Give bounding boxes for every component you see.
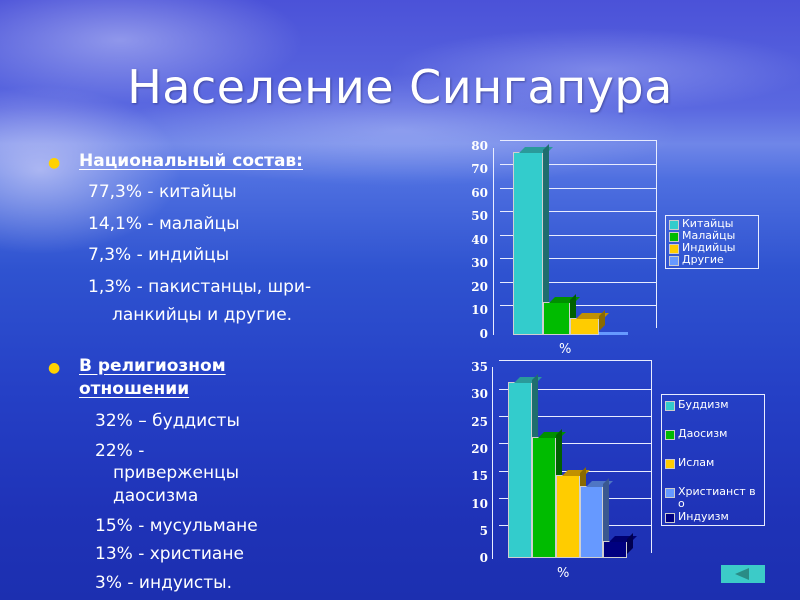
y-tick: 0 bbox=[479, 551, 488, 565]
legend-item: Малайцы bbox=[669, 230, 755, 242]
religion-line: 32% – буддисты bbox=[95, 411, 240, 431]
ethnic-line: 77,3% - китайцы bbox=[88, 182, 237, 202]
religion-line: 22% - bbox=[95, 441, 145, 461]
legend-item: Ислам bbox=[665, 457, 761, 469]
y-tick: 80 bbox=[471, 139, 488, 153]
plot-area bbox=[500, 140, 657, 328]
swatch-icon bbox=[665, 459, 675, 469]
y-tick: 40 bbox=[471, 233, 488, 247]
swatch-icon bbox=[669, 256, 679, 266]
legend-item: Другие bbox=[669, 254, 755, 266]
bar-hinduism bbox=[603, 533, 637, 558]
ethnic-line: 1,3% - пакистанцы, шри- bbox=[88, 277, 312, 297]
y-axis bbox=[493, 148, 494, 335]
y-tick: 50 bbox=[471, 209, 488, 223]
y-tick: 70 bbox=[471, 162, 488, 176]
bar-christianity bbox=[580, 478, 613, 558]
bar-indians bbox=[570, 310, 609, 335]
y-tick: 10 bbox=[471, 497, 488, 511]
swatch-icon bbox=[665, 430, 675, 440]
religion-line: приверженцы bbox=[113, 463, 240, 483]
bullet-icon: ● bbox=[48, 155, 61, 171]
bar-malays bbox=[543, 294, 580, 335]
y-tick: 60 bbox=[471, 186, 488, 200]
religion-heading: В религиозном bbox=[79, 356, 226, 376]
triangle-left-icon bbox=[735, 568, 749, 580]
bar-islam bbox=[556, 467, 590, 558]
ethnic-line: 14,1% - малайцы bbox=[88, 214, 240, 234]
religion-line: даосизма bbox=[113, 486, 199, 506]
y-tick: 35 bbox=[471, 360, 488, 374]
x-axis-label: % bbox=[557, 566, 570, 581]
y-tick: 15 bbox=[471, 469, 488, 483]
y-tick: 20 bbox=[471, 442, 488, 456]
legend-item: Буддизм bbox=[665, 399, 761, 411]
ethnic-heading: Национальный состав: bbox=[79, 151, 303, 171]
y-tick: 30 bbox=[471, 256, 488, 270]
x-axis-label: % bbox=[559, 342, 572, 357]
legend-item: Христианст во bbox=[665, 486, 761, 510]
ethnic-line: 7,3% - индийцы bbox=[88, 245, 230, 265]
legend: Китайцы Малайцы Индийцы Другие bbox=[665, 215, 759, 269]
bar-chinese bbox=[513, 144, 553, 335]
y-tick: 25 bbox=[471, 415, 488, 429]
legend: Буддизм Даосизм Ислам Христианст во Инду… bbox=[661, 394, 765, 526]
religion-line: 3% - индуисты. bbox=[95, 573, 233, 593]
swatch-icon bbox=[665, 488, 675, 498]
y-tick: 0 bbox=[479, 327, 488, 341]
bar-others bbox=[599, 332, 628, 335]
y-axis bbox=[492, 367, 493, 559]
ethnic-line: ланкийцы и другие. bbox=[112, 305, 293, 325]
swatch-icon bbox=[669, 244, 679, 254]
bar-taoism bbox=[532, 429, 566, 558]
bullet-icon: ● bbox=[48, 360, 61, 376]
legend-item: Китайцы bbox=[669, 218, 755, 230]
y-tick: 10 bbox=[471, 303, 488, 317]
swatch-icon bbox=[669, 232, 679, 242]
y-tick: 30 bbox=[471, 387, 488, 401]
legend-item: Даосизм bbox=[665, 428, 761, 440]
bar-buddhism bbox=[508, 374, 542, 558]
religion-line: 13% - христиане bbox=[95, 544, 244, 564]
swatch-icon bbox=[665, 513, 675, 523]
swatch-icon bbox=[665, 401, 675, 411]
y-tick: 20 bbox=[471, 280, 488, 294]
slide-title: Население Сингапура bbox=[127, 60, 673, 114]
back-button[interactable] bbox=[721, 565, 765, 583]
religion-line: 15% - мусульмане bbox=[95, 516, 258, 536]
swatch-icon bbox=[669, 220, 679, 230]
legend-item: Индийцы bbox=[669, 242, 755, 254]
y-tick: 5 bbox=[479, 524, 488, 538]
legend-item: Индуизм bbox=[665, 511, 761, 523]
religion-heading: отношении bbox=[79, 379, 190, 399]
